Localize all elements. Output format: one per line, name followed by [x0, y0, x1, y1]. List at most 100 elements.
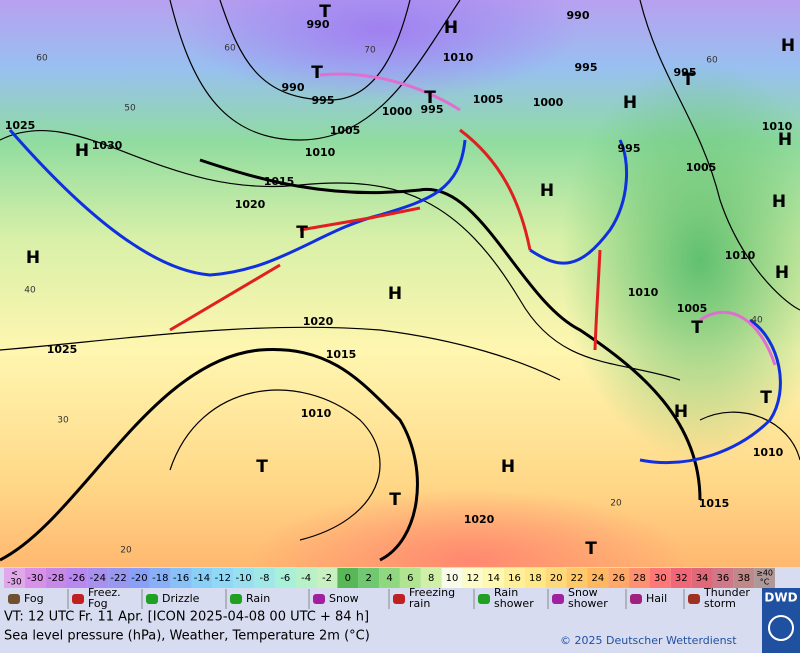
pressure-center: T [256, 457, 268, 477]
isobar-label: 1005 [473, 93, 504, 106]
scale-label: -18 [152, 573, 168, 584]
scale-label: -28 [48, 573, 64, 584]
scale-cell [170, 568, 192, 588]
scale-label: ≥40 [756, 569, 773, 578]
isobar-label: 1015 [699, 497, 730, 510]
legend-label: rain [409, 597, 430, 610]
scale-label: 32 [675, 573, 688, 584]
scale-cell [504, 568, 525, 588]
scale-label: 38 [737, 573, 750, 584]
pressure-center: H [781, 36, 795, 56]
legend-label: Freezing [409, 586, 455, 599]
isobar-label: 1010 [305, 146, 336, 159]
scale-label: 28 [633, 573, 646, 584]
isobar-label: 995 [575, 61, 598, 74]
pressure-center: T [682, 70, 694, 90]
scale-label: -6 [280, 573, 290, 584]
legend-label: Rain [494, 586, 518, 599]
scale-label: -2 [322, 573, 332, 584]
isobar-label: 1025 [47, 343, 78, 356]
pressure-center: T [585, 539, 597, 559]
isobar-label: 990 [282, 81, 305, 94]
scale-label: 30 [654, 573, 667, 584]
scale-cell [608, 568, 630, 588]
scale-cell [274, 568, 296, 588]
scale-label: 18 [529, 573, 542, 584]
latitude-label: 70 [364, 46, 376, 56]
latitude-label: 40 [751, 316, 763, 326]
scale-label: 0 [345, 573, 351, 584]
scale-cell [212, 568, 234, 588]
isobar-label: 1010 [753, 446, 784, 459]
isobar-label: 1005 [686, 161, 717, 174]
legend-label: Fog [88, 597, 108, 610]
legend-label: Rain [246, 592, 270, 605]
description: Sea level pressure (hPa), Weather, Tempe… [4, 629, 370, 644]
scale-cell [233, 568, 255, 588]
legend-label: Fog [24, 592, 44, 605]
latitude-label: 40 [24, 286, 36, 296]
legend-label: Hail [646, 592, 667, 605]
scale-cell [358, 568, 380, 588]
isobar-label: 1020 [235, 198, 266, 211]
isobar-label: 1000 [533, 96, 564, 109]
scale-label: -14 [194, 573, 210, 584]
scale-cell [399, 568, 421, 588]
scale-cell [87, 568, 109, 588]
scale-cell [441, 568, 463, 588]
scale-cell [24, 568, 46, 588]
pressure-center: H [674, 402, 688, 422]
scale-label: 4 [386, 573, 392, 584]
isobar-label: 1020 [464, 513, 495, 526]
legend-icon [8, 594, 20, 604]
scale-label: -12 [215, 573, 231, 584]
scale-label: -30 [7, 578, 22, 588]
scale-cell [149, 568, 171, 588]
scale-cell [337, 568, 359, 588]
scale-cell [45, 568, 67, 588]
legend-label: Snow [329, 592, 359, 605]
pressure-center: H [26, 248, 40, 268]
scale-label: 16 [508, 573, 521, 584]
scale-label: 2 [365, 573, 371, 584]
latitude-label: 20 [610, 499, 622, 509]
scale-cell [254, 568, 275, 588]
isobar-label: 1010 [725, 249, 756, 262]
scale-cell [462, 568, 484, 588]
scale-cell [733, 568, 755, 588]
isobar-label: 1010 [762, 120, 793, 133]
isobar-label: 995 [312, 94, 335, 107]
pressure-center: T [296, 223, 308, 243]
isobar-label: 1000 [382, 105, 413, 118]
map-area [0, 0, 800, 630]
scale-cell [649, 568, 671, 588]
scale-label: -20 [131, 573, 147, 584]
legend-icon [478, 594, 490, 604]
pressure-center: H [501, 457, 515, 477]
legend-icon [313, 594, 325, 604]
scale-unit: °C [760, 578, 770, 587]
pressure-center: H [623, 93, 637, 113]
pressure-center: T [319, 2, 331, 22]
scale-label: 8 [428, 573, 434, 584]
pressure-center: H [775, 263, 789, 283]
scale-label: 34 [696, 573, 709, 584]
legend-icon [146, 594, 158, 604]
logo: DWD [764, 591, 797, 605]
scale-cell [754, 568, 775, 588]
scale-label: 14 [487, 573, 500, 584]
latitude-label: 60 [706, 56, 718, 66]
latitude-label: 50 [124, 104, 136, 114]
legend-label: storm [704, 597, 736, 610]
legend-icon [230, 594, 242, 604]
scale-label: -4 [301, 573, 311, 584]
scale-cell [483, 568, 505, 588]
pressure-center: T [760, 388, 772, 408]
legend-label: shower [494, 597, 534, 610]
latitude-label: 60 [36, 54, 48, 64]
scale-label: 36 [717, 573, 730, 584]
pressure-center: H [772, 192, 786, 212]
scale-cell [295, 568, 317, 588]
logo-box [762, 588, 800, 653]
scale-label: -16 [173, 573, 189, 584]
